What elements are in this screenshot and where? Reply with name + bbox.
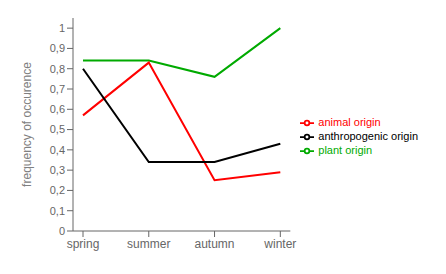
svg-text:0,4: 0,4 [50, 144, 65, 156]
svg-text:summer: summer [127, 237, 170, 251]
html-text:animal origin: animal origin [318, 115, 381, 128]
svg-text:0,8: 0,8 [50, 63, 65, 75]
svg-text:0,5: 0,5 [50, 123, 65, 135]
html-text:anthropogenic origin: anthropogenic origin [318, 130, 418, 142]
svg-text:frequency of occurence: frequency of occurence [20, 62, 34, 187]
svg-text:winter: winter [263, 237, 296, 251]
svg-text:0,9: 0,9 [50, 42, 65, 54]
svg-text:autumn: autumn [195, 237, 235, 251]
svg-text:1: 1 [59, 22, 65, 34]
svg-text:0,1: 0,1 [50, 205, 65, 217]
html-text:plant origin: plant origin [318, 144, 373, 156]
svg-text:0,7: 0,7 [50, 83, 65, 95]
svg-text:0: 0 [59, 225, 65, 237]
svg-text:0,2: 0,2 [50, 184, 65, 196]
svg-text:0,6: 0,6 [50, 103, 65, 115]
svg-text:0,3: 0,3 [50, 164, 65, 176]
svg-text:spring: spring [67, 237, 100, 251]
